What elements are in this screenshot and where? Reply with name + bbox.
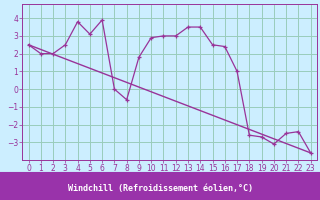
Text: Windchill (Refroidissement éolien,°C): Windchill (Refroidissement éolien,°C) <box>68 184 252 194</box>
